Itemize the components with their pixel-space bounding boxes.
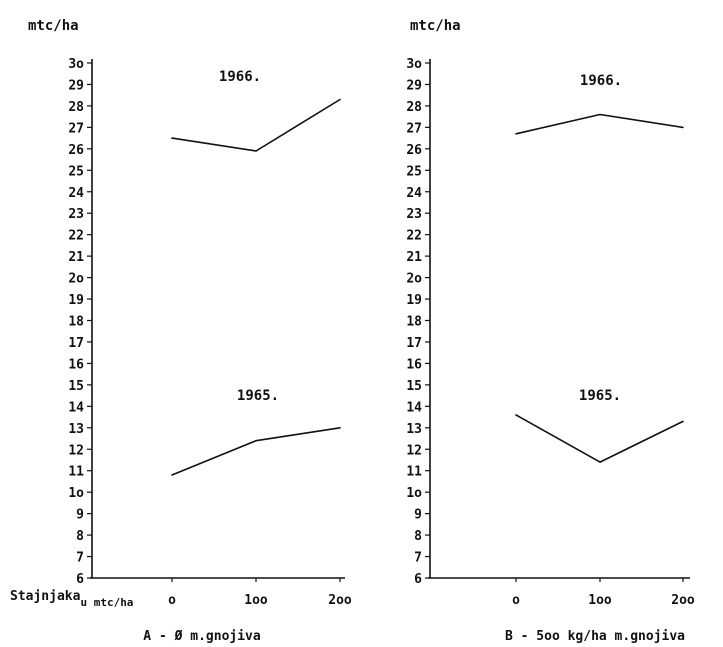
y-tick-label-b: 2o <box>406 272 422 287</box>
y-tick-label-a: 11 <box>68 465 84 480</box>
series-label-b-1965: 1965. <box>579 388 621 404</box>
x-tick-label-b: 2oo <box>671 593 695 608</box>
y-tick-label-a: 3o <box>68 57 84 72</box>
data-point-b <box>515 133 517 135</box>
y-unit-label-a: mtc/ha <box>28 18 79 34</box>
y-tick-label-a: 29 <box>68 78 84 93</box>
x-tick-label-b: 1oo <box>588 593 612 608</box>
x-axis-label-a-part1: Stajnjaka <box>10 589 81 604</box>
data-point-b <box>682 420 684 423</box>
y-tick-label-a: 27 <box>68 121 84 136</box>
y-tick-label-b: 9 <box>414 508 422 523</box>
chart-panel-a: 6 7 8 9 1o 11 12 13 14 15 16 17 18 19 2o 21 22 23 24 25 26 27… <box>68 57 352 608</box>
y-tick-label-a: 18 <box>68 315 84 330</box>
y-tick-label-b: 6 <box>414 572 422 587</box>
series-line-a-1966 <box>171 98 341 152</box>
data-point-a <box>255 150 257 152</box>
series-label-b-1966: 1966. <box>580 73 622 89</box>
y-tick-label-a: 23 <box>68 207 84 222</box>
data-point-a <box>339 427 341 429</box>
x-axis-label-a: Stajnjakau mtc/ha <box>10 589 133 609</box>
x-axis-label-a-part2: u mtc/ha <box>80 596 133 609</box>
y-tick-label-a: 1o <box>68 486 84 501</box>
y-tick-label-b: 11 <box>406 465 422 480</box>
y-tick-label-a: 16 <box>68 357 84 372</box>
chart-panel-b: 6 7 8 9 1o 11 12 13 14 15 16 17 18 19 2o 21 22 23 24 25 26 27… <box>406 57 695 608</box>
data-point-b <box>515 414 517 416</box>
y-tick-label-a: 28 <box>68 100 84 115</box>
caption-a: A - Ø m.gnojiva <box>143 629 261 644</box>
y-tick-label-b: 26 <box>406 143 422 158</box>
series-line-a-1965 <box>171 427 341 476</box>
y-tick-label-b: 27 <box>406 121 422 136</box>
y-tick-label-a: 21 <box>68 250 84 265</box>
series-line-b-1965 <box>515 414 684 463</box>
y-tick-label-b: 15 <box>406 379 422 394</box>
y-tick-label-b: 14 <box>406 400 422 415</box>
y-tick-label-b: 13 <box>406 422 422 437</box>
y-tick-label-b: 17 <box>406 336 422 351</box>
series-label-a-1965: 1965. <box>237 388 279 404</box>
y-tick-label-a: 6 <box>76 572 84 587</box>
y-tick-label-b: 8 <box>414 529 422 544</box>
y-tick-label-b: 12 <box>406 443 422 458</box>
y-tick-label-a: 22 <box>68 229 84 244</box>
y-tick-label-a: 26 <box>68 143 84 158</box>
data-point-a <box>171 137 173 139</box>
x-tick-label-b: o <box>512 593 520 608</box>
series-label-a-1966: 1966. <box>219 69 261 85</box>
y-tick-label-b: 25 <box>406 164 422 179</box>
y-tick-label-a: 8 <box>76 529 84 544</box>
y-tick-label-a: 15 <box>68 379 84 394</box>
y-tick-label-a: 17 <box>68 336 84 351</box>
y-tick-label-b: 16 <box>406 357 422 372</box>
y-tick-label-b: 22 <box>406 229 422 244</box>
y-tick-label-a: 7 <box>76 551 84 566</box>
y-tick-label-b: 19 <box>406 293 422 308</box>
y-tick-label-b: 29 <box>406 78 422 93</box>
data-point-a <box>339 98 341 101</box>
y-tick-label-a: 19 <box>68 293 84 308</box>
y-tick-label-b: 21 <box>406 250 422 265</box>
x-tick-label-a: o <box>168 593 176 608</box>
data-point-b <box>599 113 601 116</box>
y-tick-label-b: 23 <box>406 207 422 222</box>
y-tick-label-a: 24 <box>68 186 84 201</box>
y-unit-label-b: mtc/ha <box>410 18 461 34</box>
y-tick-label-a: 2o <box>68 272 84 287</box>
data-point-b <box>599 461 601 463</box>
y-tick-label-a: 13 <box>68 422 84 437</box>
y-tick-label-b: 3o <box>406 57 422 72</box>
data-point-a <box>255 439 257 442</box>
y-tick-label-b: 1o <box>406 486 422 501</box>
data-point-b <box>682 126 684 129</box>
series-line-b-1966 <box>515 113 684 135</box>
caption-b: B - 5oo kg/ha m.gnojiva <box>505 629 685 644</box>
data-point-a <box>171 474 173 476</box>
y-tick-label-b: 28 <box>406 100 422 115</box>
y-tick-label-a: 12 <box>68 443 84 458</box>
x-tick-label-a: 2oo <box>328 593 352 608</box>
y-tick-label-b: 18 <box>406 315 422 330</box>
y-tick-label-a: 14 <box>68 400 84 415</box>
y-tick-label-a: 9 <box>76 508 84 523</box>
y-tick-label-b: 7 <box>414 551 422 566</box>
y-tick-label-b: 24 <box>406 186 422 201</box>
y-tick-label-a: 25 <box>68 164 84 179</box>
x-tick-label-a: 1oo <box>244 593 268 608</box>
